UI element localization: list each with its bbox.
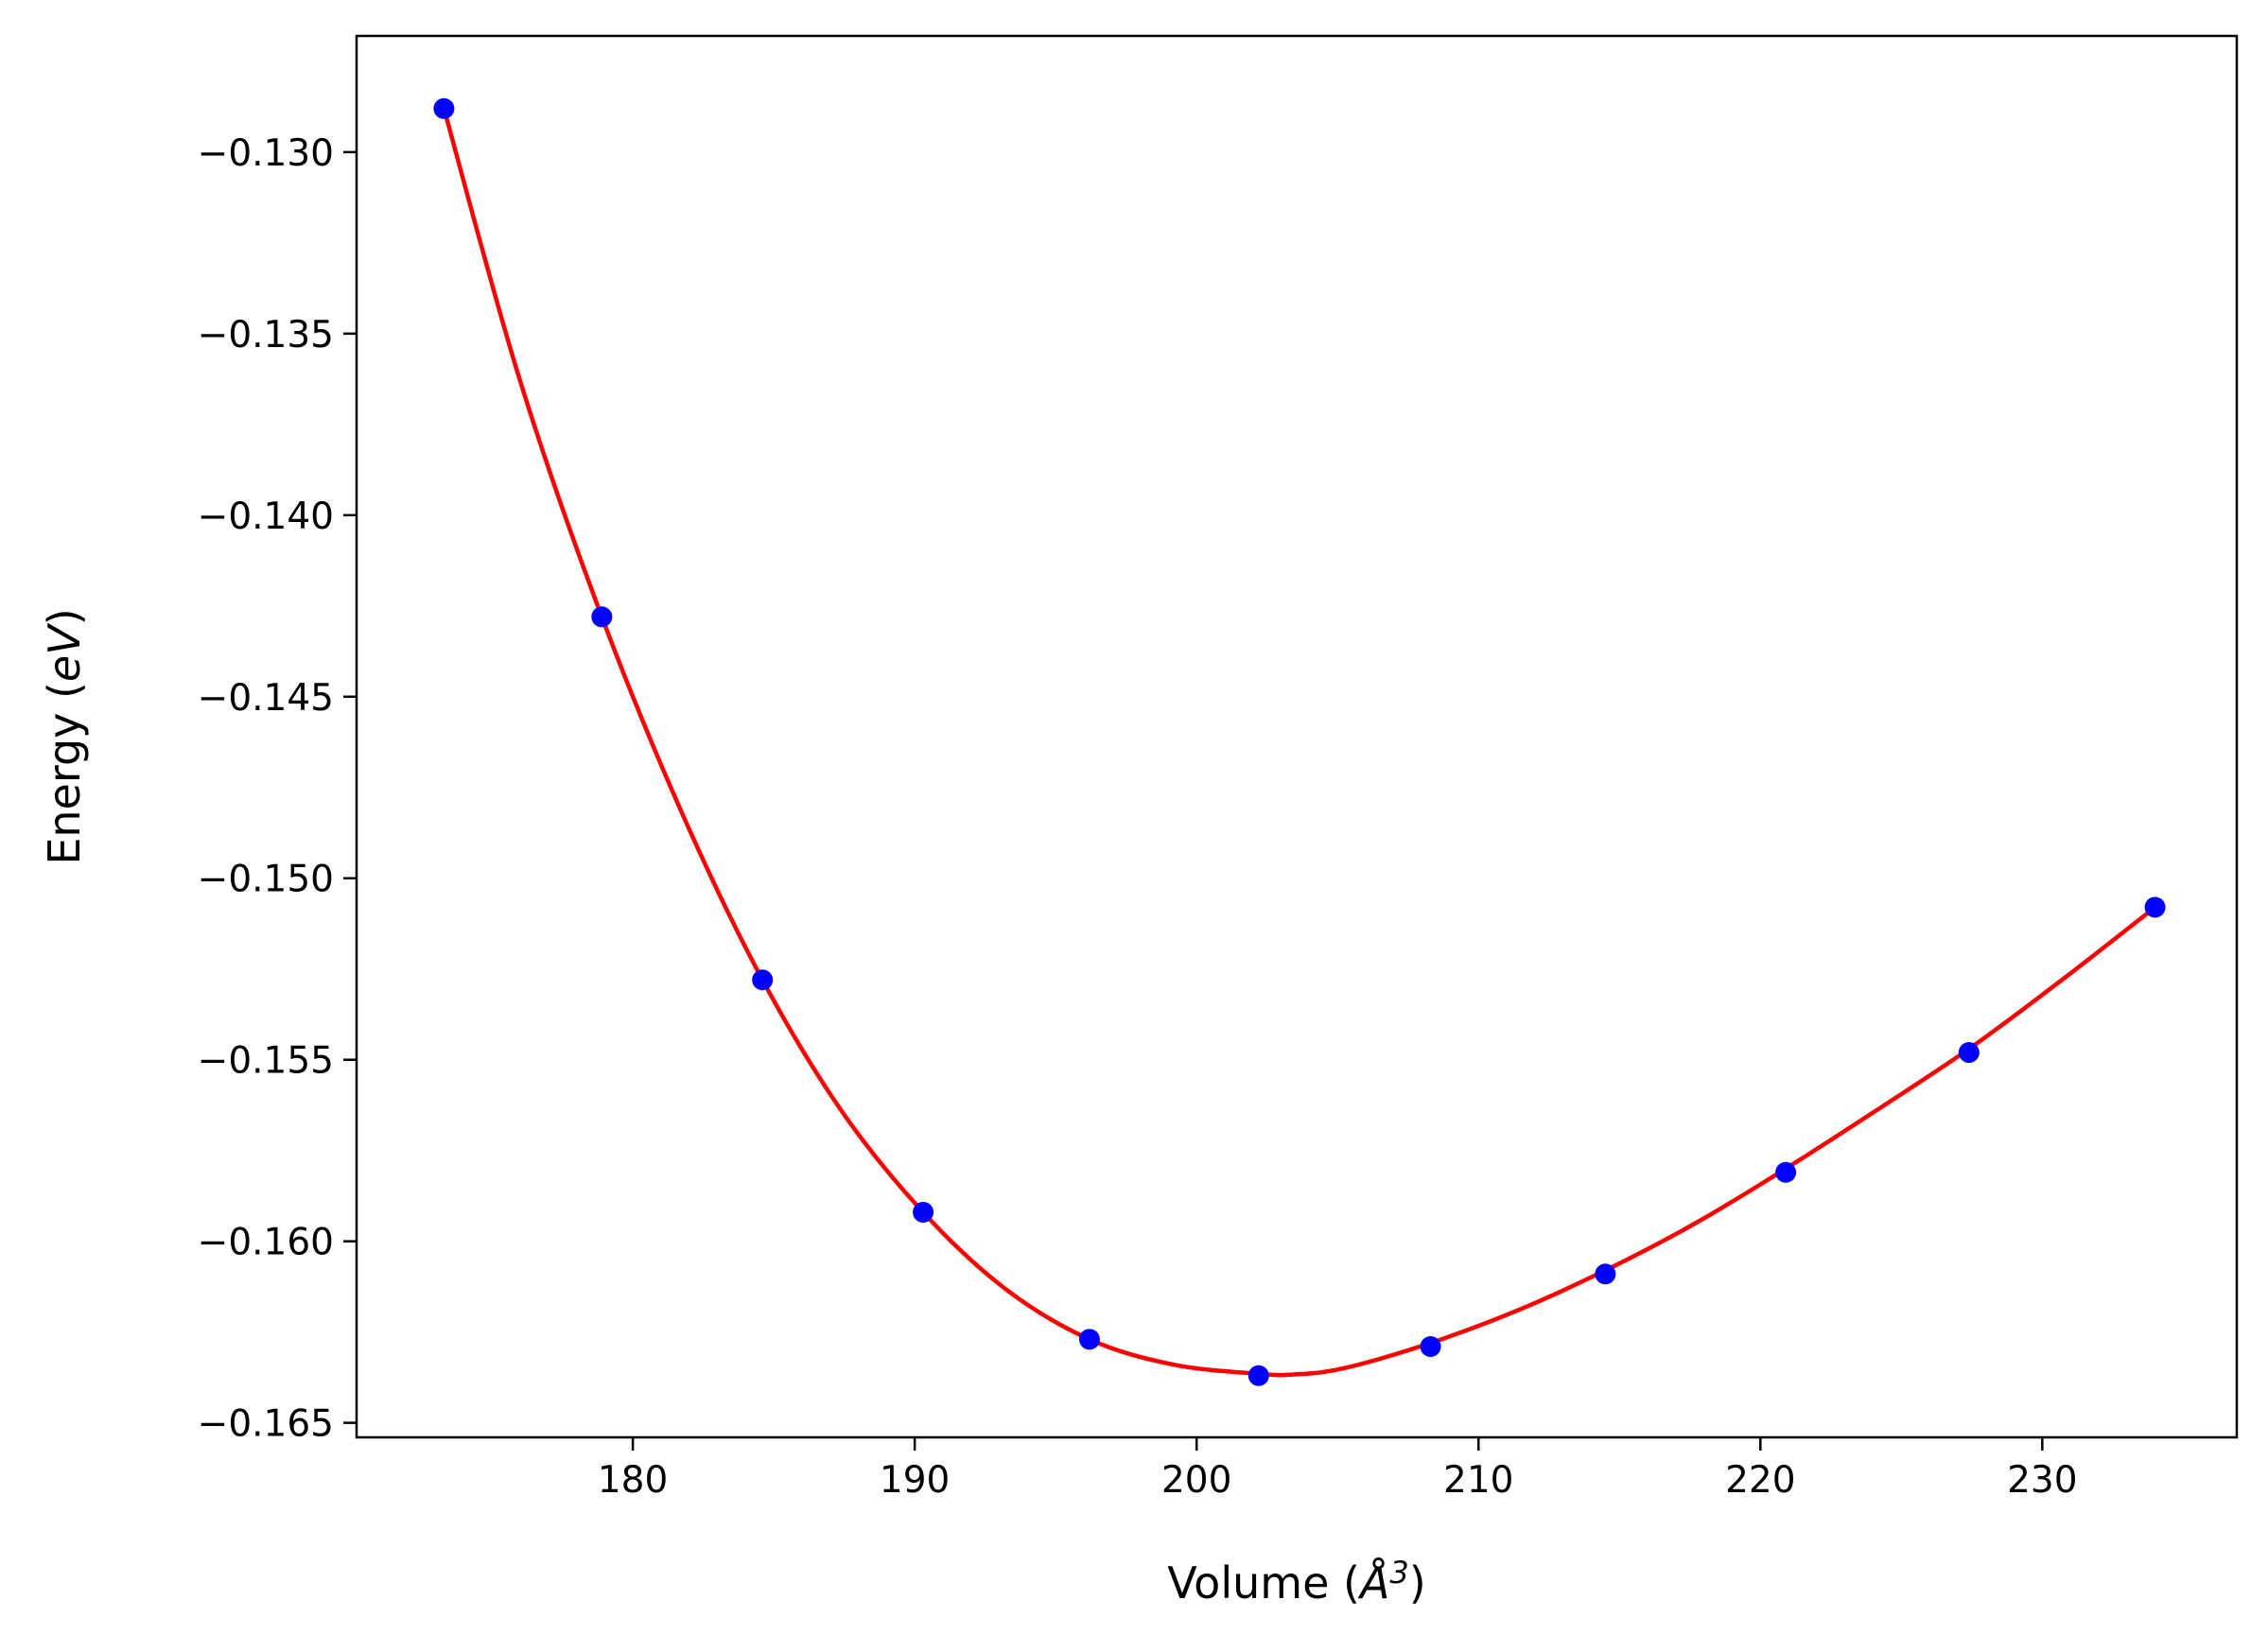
data-point	[1078, 1329, 1100, 1350]
x-tick-label: 220	[1725, 1459, 1795, 1502]
x-axis-title-symbol: Å	[1357, 1557, 1389, 1609]
x-axis-title-suffix: )	[1409, 1557, 1426, 1609]
y-tick-label: −0.160	[198, 1222, 334, 1264]
y-tick-label: −0.155	[198, 1040, 334, 1083]
y-axis-title-prefix: Energy (	[39, 682, 90, 865]
data-point	[1420, 1336, 1441, 1358]
data-point	[913, 1201, 934, 1223]
y-axis-title: Energy (eV)	[39, 608, 90, 864]
x-axis-title-prefix: Volume (	[1167, 1557, 1360, 1609]
data-point	[1958, 1042, 1980, 1064]
x-axis-title-superscript: 3	[1389, 1555, 1408, 1591]
x-tick-label: 210	[1443, 1459, 1513, 1502]
y-axis-ticks: −0.130 −0.135 −0.140 −0.145 −0.150 −0.155 −0.1…	[198, 132, 357, 1446]
y-tick-label: −0.145	[198, 677, 334, 720]
data-point	[1247, 1365, 1269, 1386]
data-point	[2144, 896, 2166, 918]
y-tick-label: −0.165	[198, 1403, 334, 1446]
y-axis-title-unit: eV	[39, 622, 90, 682]
y-axis-title-suffix: )	[39, 608, 90, 625]
fit-curve	[442, 108, 2156, 1378]
x-tick-label: 200	[1161, 1459, 1231, 1502]
y-tick-label: −0.130	[198, 132, 334, 175]
plot-area	[357, 36, 2237, 1437]
data-point	[752, 969, 774, 991]
data-point	[433, 97, 455, 119]
plot-frame	[355, 34, 2239, 1439]
y-tick-label: −0.150	[198, 859, 334, 901]
y-tick-label: −0.135	[198, 314, 334, 356]
x-axis-ticks: 180 190 200 210 220 230	[598, 1437, 2078, 1502]
series-layer	[433, 97, 2166, 1386]
x-axis-title: Volume (Å3)	[1167, 1555, 1425, 1609]
x-tick-label: 180	[598, 1459, 668, 1502]
y-tick-label: −0.140	[198, 496, 334, 538]
data-point	[1775, 1161, 1797, 1183]
x-tick-label: 190	[880, 1459, 950, 1502]
data-point	[591, 606, 613, 628]
x-tick-label: 230	[2007, 1459, 2077, 1502]
data-point	[1595, 1263, 1616, 1285]
